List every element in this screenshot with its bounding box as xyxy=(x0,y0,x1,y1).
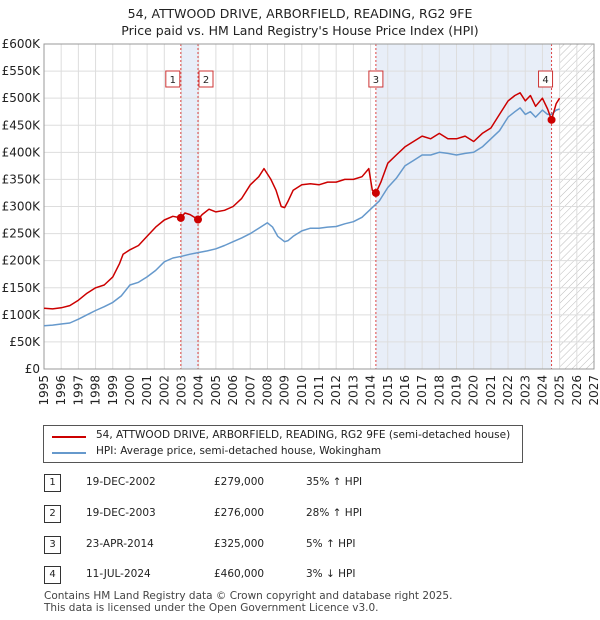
x-tick-label: 2006 xyxy=(226,375,240,406)
sale-price: £325,000 xyxy=(214,538,265,550)
sale-number: 1 xyxy=(44,474,61,492)
x-tick-label: 2013 xyxy=(346,375,360,406)
sale-number: 3 xyxy=(44,536,61,554)
y-tick-label: £50K xyxy=(9,335,41,349)
footer-licence: This data is licensed under the Open Gov… xyxy=(44,602,379,614)
x-tick-label: 2025 xyxy=(553,375,567,406)
sale-label-box xyxy=(538,70,554,88)
sale-date: 19-DEC-2002 xyxy=(86,476,156,488)
sale-price: £276,000 xyxy=(214,507,265,519)
x-tick-label: 2003 xyxy=(175,375,189,406)
plot-frame xyxy=(43,43,595,370)
y-tick-label: £450K xyxy=(2,118,42,132)
y-tick-label: £300K xyxy=(2,200,42,214)
sale-label-text: 3 xyxy=(373,75,379,86)
x-tick-label: 2008 xyxy=(260,375,274,406)
sale-label-text: 2 xyxy=(203,75,209,86)
x-tick-label: 1996 xyxy=(54,375,68,406)
y-tick-label: £600K xyxy=(2,37,42,51)
sale-hpi-diff: 3% ↓ HPI xyxy=(306,568,356,580)
sale-number: 2 xyxy=(44,505,61,523)
x-tick-label: 2002 xyxy=(157,375,171,406)
x-tick-label: 2014 xyxy=(364,375,378,406)
table-row: 4 11-JUL-2024 £460,000 3% ↓ HPI xyxy=(44,566,544,586)
y-tick-label: £400K xyxy=(2,145,42,159)
x-tick-label: 2015 xyxy=(381,375,395,406)
y-tick-label: £0 xyxy=(25,362,40,376)
sale-hpi-diff: 35% ↑ HPI xyxy=(306,476,363,488)
x-tick-label: 2004 xyxy=(192,375,206,406)
footer-copyright: Contains HM Land Registry data © Crown c… xyxy=(44,590,453,602)
y-tick-label: £350K xyxy=(2,172,42,186)
x-tick-label: 2026 xyxy=(570,375,584,406)
sale-price: £279,000 xyxy=(214,476,265,488)
x-tick-label: 2010 xyxy=(295,375,309,406)
sale-label-text: 4 xyxy=(542,75,548,86)
sale-number: 4 xyxy=(44,566,61,584)
x-tick-label: 2016 xyxy=(398,375,412,406)
sale-date: 11-JUL-2024 xyxy=(86,568,151,580)
sale-label-box xyxy=(198,70,214,88)
x-tick-label: 2001 xyxy=(140,375,154,406)
sale-date: 23-APR-2014 xyxy=(86,538,154,550)
sale-label-box xyxy=(165,70,181,88)
x-tick-label: 1995 xyxy=(37,375,51,406)
legend-label-hpi: HPI: Average price, semi-detached house,… xyxy=(96,445,382,457)
x-tick-label: 2011 xyxy=(312,375,326,406)
x-tick-label: 2017 xyxy=(415,375,429,406)
sale-hpi-diff: 5% ↑ HPI xyxy=(306,538,356,550)
x-tick-label: 2000 xyxy=(123,375,137,406)
x-tick-label: 2023 xyxy=(518,375,532,406)
y-tick-label: £200K xyxy=(2,254,42,268)
sale-point xyxy=(176,213,185,222)
x-tick-label: 2027 xyxy=(587,375,600,406)
x-tick-label: 2005 xyxy=(209,375,223,406)
x-tick-label: 2012 xyxy=(329,375,343,406)
y-tick-label: £100K xyxy=(2,308,42,322)
table-row: 1 19-DEC-2002 £279,000 35% ↑ HPI xyxy=(44,474,544,494)
sale-price: £460,000 xyxy=(214,568,265,580)
x-tick-label: 2009 xyxy=(278,375,292,406)
price-chart: £0 £50K £100K £150K £200K £250K £300K £350K £400… xyxy=(2,37,600,406)
x-tick-label: 1999 xyxy=(106,375,120,406)
series-line-hpi xyxy=(43,107,560,327)
x-tick-label: 1998 xyxy=(89,375,103,406)
x-tick-label: 2024 xyxy=(535,375,549,406)
chart-subtitle: Price paid vs. HM Land Registry's House … xyxy=(121,23,479,38)
legend-swatch-red xyxy=(52,436,86,438)
x-tick-label: 1997 xyxy=(71,375,85,406)
x-tick-label: 2022 xyxy=(501,375,515,406)
sale-point xyxy=(194,215,202,224)
table-row: 3 23-APR-2014 £325,000 5% ↑ HPI xyxy=(44,536,544,556)
sale-hpi-diff: 28% ↑ HPI xyxy=(306,507,363,519)
x-tick-label: 2020 xyxy=(467,375,481,406)
x-tick-label: 2018 xyxy=(432,375,446,406)
sale-date: 19-DEC-2003 xyxy=(86,507,156,519)
sale-label-box xyxy=(368,70,384,88)
table-row: 2 19-DEC-2003 £276,000 28% ↑ HPI xyxy=(44,505,544,525)
chart-legend: 54, ATTWOOD DRIVE, ARBORFIELD, READING, … xyxy=(43,425,523,463)
series-line-property xyxy=(43,92,561,310)
legend-label-property: 54, ATTWOOD DRIVE, ARBORFIELD, READING, … xyxy=(96,429,511,441)
legend-swatch-blue xyxy=(52,452,86,454)
sale-point xyxy=(547,115,556,124)
x-tick-label: 2019 xyxy=(450,375,464,406)
sale-point xyxy=(371,188,380,197)
y-tick-label: £150K xyxy=(2,281,42,295)
y-tick-label: £250K xyxy=(2,227,42,241)
chart-title: 54, ATTWOOD DRIVE, ARBORFIELD, READING, … xyxy=(127,6,473,21)
sale-label-text: 1 xyxy=(170,75,176,86)
x-tick-label: 2007 xyxy=(243,375,257,406)
x-tick-label: 2021 xyxy=(484,375,498,406)
y-tick-label: £500K xyxy=(2,91,42,105)
y-tick-label: £550K xyxy=(2,64,42,78)
